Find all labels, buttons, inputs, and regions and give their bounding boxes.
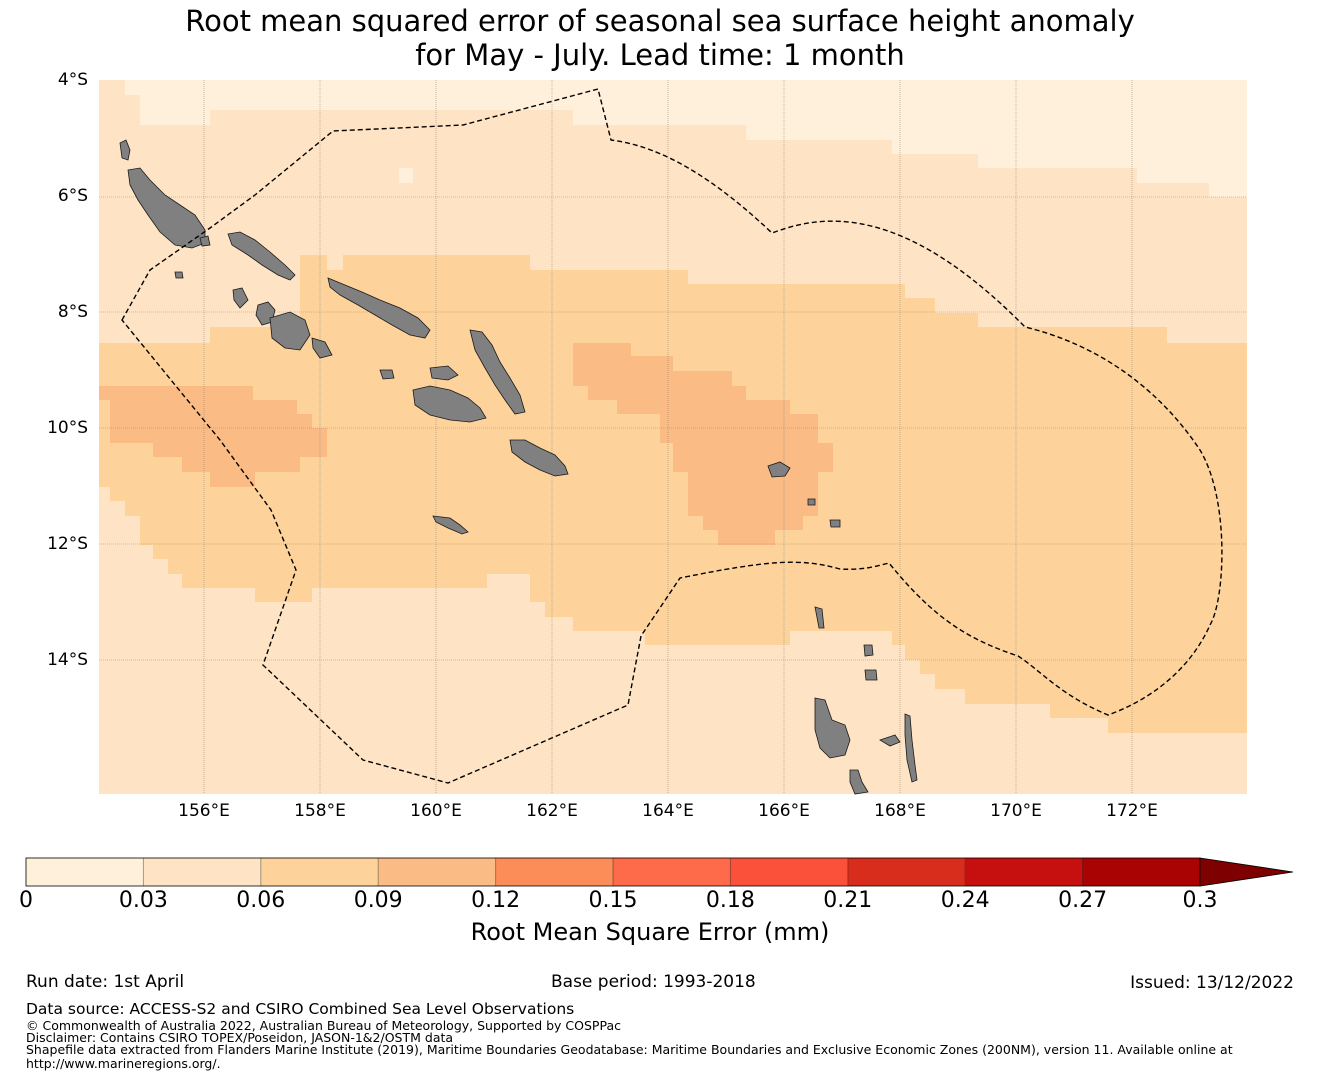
- island-vella: [232, 287, 249, 309]
- disclaimer: Disclaimer: Contains CSIRO TOPEX/Poseido…: [26, 1030, 454, 1045]
- lon-label-172e: 172°E: [1106, 801, 1158, 821]
- colorbar-segment: [495, 858, 613, 886]
- colorbar: [25, 857, 1294, 887]
- field-region-0-03-small: [399, 168, 413, 183]
- chart-title: Root mean squared error of seasonal sea …: [0, 4, 1320, 72]
- island-kolombangara: [269, 311, 311, 351]
- field-region-0-09-west: [99, 386, 327, 487]
- title-line-1: Root mean squared error of seasonal sea …: [185, 4, 1135, 38]
- lat-label-10s: 10°S: [47, 418, 88, 438]
- field-region-0-03: [99, 80, 1247, 197]
- colorbar-tick-label: 0: [19, 888, 33, 913]
- colorbar-segment: [613, 858, 731, 886]
- island-espiritu-santo: [814, 697, 851, 759]
- colorbar-tick-label: 0.18: [705, 888, 755, 913]
- island-shortland: [174, 271, 184, 279]
- colorbar-segment: [730, 858, 848, 886]
- colorbar-tick-label: 0.3: [1182, 888, 1218, 913]
- island-malaita: [469, 329, 526, 415]
- lon-label-162e: 162°E: [526, 801, 578, 821]
- colorbar-tick-label: 0.03: [118, 888, 168, 913]
- title-line-2: for May - July. Lead time: 1 month: [415, 38, 905, 72]
- island-santa-cruz: [767, 461, 791, 478]
- lat-label-14s: 14°S: [47, 650, 88, 670]
- copyright: © Commonwealth of Australia 2022, Austra…: [26, 1018, 621, 1033]
- island-guadalcanal: [412, 385, 487, 423]
- lon-label-160e: 160°E: [410, 801, 462, 821]
- colorbar-segments: [25, 857, 1201, 887]
- shapefile-credit: Shapefile data extracted from Flanders M…: [26, 1042, 1233, 1057]
- lon-label-164e: 164°E: [642, 801, 694, 821]
- island-choiseul-west: [199, 235, 211, 247]
- colorbar-tick-label: 0.09: [353, 888, 403, 913]
- colorbar-segment: [143, 858, 261, 886]
- island-banks: [863, 644, 874, 657]
- land-masses: [119, 139, 918, 795]
- island-makira: [509, 439, 569, 477]
- colorbar-segment: [260, 858, 379, 886]
- island-vanua-lava: [864, 669, 878, 681]
- lon-label-158e: 158°E: [294, 801, 346, 821]
- base-period: Base period: 1993-2018: [551, 972, 756, 992]
- colorbar-tick-label: 0.24: [940, 888, 990, 913]
- lon-label-170e: 170°E: [990, 801, 1042, 821]
- lat-label-6s: 6°S: [57, 186, 88, 206]
- island-buka: [119, 139, 131, 161]
- colorbar-segment: [378, 858, 496, 886]
- island-rennell: [432, 515, 469, 535]
- lon-label-166e: 166°E: [758, 801, 810, 821]
- marineregions-url: http://www.marineregions.org/.: [26, 1056, 221, 1071]
- colorbar-segment: [847, 858, 966, 886]
- colorbar-extend-arrow: [1199, 857, 1294, 887]
- issued-date: Issued: 13/12/2022: [1130, 973, 1294, 993]
- data-source: Data source: ACCESS-S2 and CSIRO Combine…: [26, 1000, 575, 1018]
- island-vanikoro: [829, 519, 841, 528]
- island-choiseul: [227, 231, 296, 281]
- colorbar-tick-label: 0.15: [588, 888, 638, 913]
- island-santa-isabel: [327, 277, 431, 339]
- lon-label-156e: 156°E: [178, 801, 230, 821]
- colorbar-segment: [965, 858, 1083, 886]
- eez-boundary: [121, 88, 1223, 784]
- lat-label-8s: 8°S: [57, 302, 88, 322]
- lat-label-12s: 12°S: [47, 534, 88, 554]
- colorbar-segment: [26, 858, 144, 886]
- lon-label-168e: 168°E: [874, 801, 926, 821]
- colorbar-segment: [1082, 858, 1200, 886]
- colorbar-tick-label: 0.12: [471, 888, 521, 913]
- lat-label-4s: 4°S: [57, 70, 88, 90]
- island-rendova: [311, 337, 333, 359]
- graticule: [99, 80, 1247, 794]
- island-ambae: [849, 769, 869, 795]
- field-region-0-09-east: [573, 343, 833, 545]
- colorbar-title: Root Mean Square Error (mm): [470, 918, 830, 946]
- island-pentecost: [904, 713, 918, 783]
- island-russell: [379, 369, 395, 380]
- run-date: Run date: 1st April: [26, 972, 185, 992]
- island-torres: [814, 606, 825, 629]
- island-utupua: [807, 498, 816, 506]
- colorbar-tick-label: 0.27: [1058, 888, 1108, 913]
- island-malekula: [879, 734, 901, 747]
- colorbar-tick-label: 0.21: [823, 888, 873, 913]
- island-florida: [429, 365, 459, 381]
- colorbar-tick-label: 0.06: [236, 888, 286, 913]
